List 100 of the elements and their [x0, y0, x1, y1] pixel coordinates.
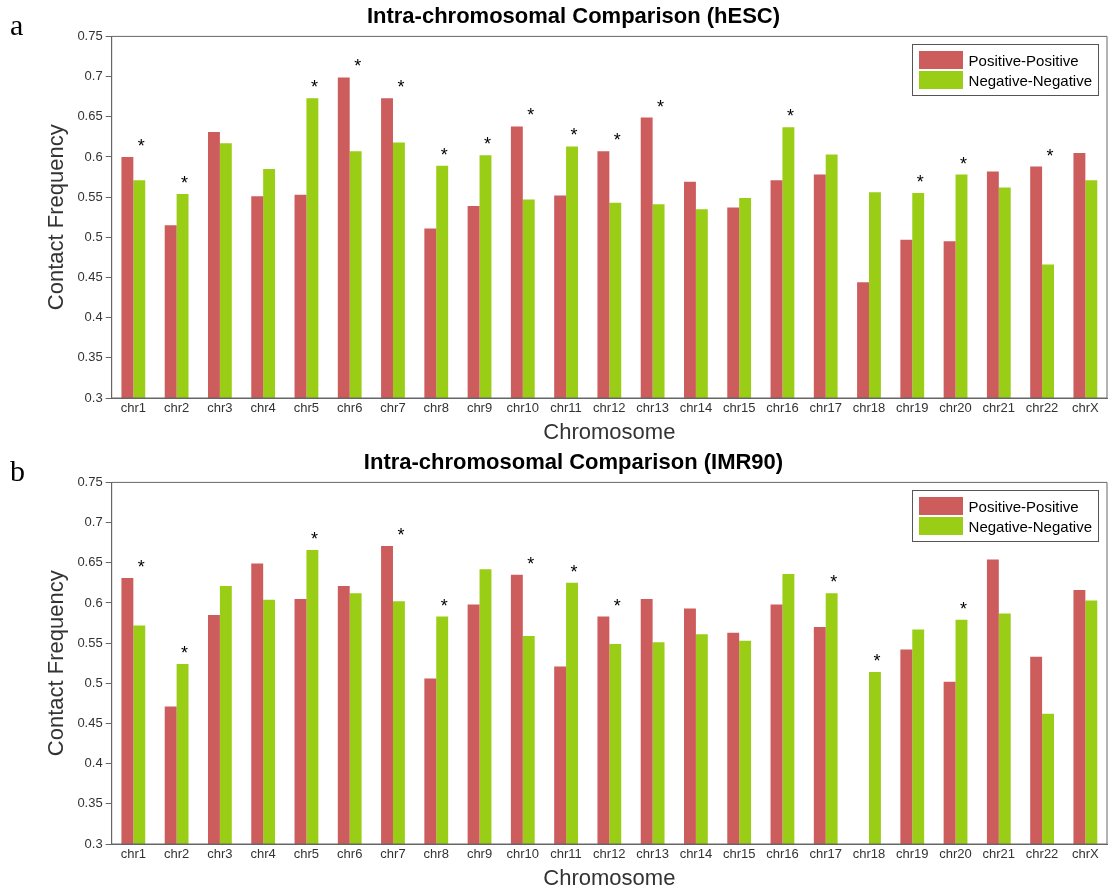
x-tick-label: chr20 [939, 846, 972, 862]
y-tick-label: 0.5 [84, 674, 103, 690]
x-tick-label: chr13 [636, 400, 669, 416]
x-tick-label: chr5 [293, 846, 320, 862]
annotation: * [354, 56, 362, 77]
x-tick-label: chr18 [852, 846, 886, 862]
x-tick-label: chr14 [679, 400, 713, 416]
x-tick-label: chr22 [1025, 400, 1059, 416]
annotation: * [310, 77, 318, 98]
x-tick-label: chr4 [250, 400, 276, 416]
x-tick-label: chr9 [466, 400, 493, 416]
annotation: * [137, 135, 145, 156]
x-tick-label: chr19 [896, 400, 929, 416]
y-tick-label: 0.65 [77, 554, 103, 570]
x-tick-label: chr7 [380, 846, 406, 862]
y-tick-label: 0.45 [77, 269, 103, 285]
x-tick-label: chr1 [120, 846, 146, 862]
x-tick-label: chr12 [593, 846, 626, 862]
y-tick-label: 0.35 [77, 349, 103, 365]
legend-label: Negative-Negative [968, 517, 1092, 535]
annotation: * [397, 524, 405, 545]
x-tick-label: chr2 [163, 400, 190, 416]
x-tick-label: chr2 [163, 846, 190, 862]
annotation: * [570, 561, 578, 582]
annotation: * [873, 651, 881, 672]
y-tick-label: 0.3 [84, 835, 103, 851]
annotation: * [484, 134, 492, 155]
y-tick-label: 0.55 [77, 634, 103, 650]
y-axis-title: Contact Frequency [43, 570, 69, 757]
y-tick-label: 0.45 [77, 715, 103, 731]
y-tick-label: 0.3 [84, 389, 103, 405]
annotation: * [960, 598, 968, 619]
legend-label: Negative-Negative [968, 71, 1092, 89]
y-tick-label: 0.75 [77, 27, 103, 43]
annotation: * [527, 553, 535, 574]
x-tick-label: chr1 [120, 400, 146, 416]
annotation: * [137, 557, 145, 578]
annotation: * [570, 125, 578, 146]
x-tick-label: chr8 [423, 400, 449, 416]
x-tick-label: chr18 [852, 400, 886, 416]
x-tick-label: chr10 [506, 846, 540, 862]
x-tick-label: chr15 [722, 400, 756, 416]
text: b [10, 454, 25, 488]
annotation: * [830, 572, 838, 593]
x-tick-label: chr6 [337, 400, 363, 416]
y-tick-label: 0.5 [84, 228, 103, 244]
y-tick-label: 0.6 [84, 594, 103, 610]
x-tick-label: chr21 [982, 400, 1016, 416]
y-tick-label: 0.7 [84, 514, 103, 530]
y-tick-label: 0.55 [77, 188, 103, 204]
text: a [10, 8, 24, 42]
x-axis-title: Chromosome [543, 418, 676, 444]
x-tick-label: chr15 [722, 846, 756, 862]
x-tick-label: chr12 [593, 400, 626, 416]
annotation: * [613, 130, 621, 151]
legend-label: Positive-Positive [968, 497, 1079, 515]
x-tick-label: chr3 [207, 400, 233, 416]
x-tick-label: chr5 [293, 400, 320, 416]
annotation: * [1046, 145, 1054, 166]
annotation: * [786, 106, 794, 127]
legend-label: Positive-Positive [968, 51, 1079, 69]
x-tick-label: chr10 [506, 400, 540, 416]
chart-title: Intra-chromosomal Comparison (hESC) [366, 3, 781, 29]
chart-title: Intra-chromosomal Comparison (IMR90) [363, 449, 784, 475]
x-tick-label: chrX [1072, 400, 1100, 416]
annotation: * [960, 153, 968, 174]
annotation: * [181, 172, 189, 193]
x-axis-title: Chromosome [543, 864, 676, 890]
x-tick-label: chr19 [896, 846, 929, 862]
annotation: * [613, 595, 621, 616]
x-tick-label: chr14 [679, 846, 713, 862]
annotation: * [527, 105, 535, 126]
y-tick-label: 0.7 [84, 68, 103, 84]
annotation: * [440, 595, 448, 616]
x-tick-label: chrX [1072, 846, 1100, 862]
x-tick-label: chr13 [636, 846, 669, 862]
x-tick-label: chr17 [809, 400, 842, 416]
x-tick-label: chr16 [766, 846, 799, 862]
annotation: * [657, 96, 665, 117]
x-tick-label: chr21 [982, 846, 1016, 862]
x-tick-label: chr9 [466, 846, 493, 862]
x-tick-label: chr6 [337, 846, 363, 862]
annotation: * [397, 77, 405, 98]
annotation: * [310, 528, 318, 549]
x-tick-label: chr17 [809, 846, 842, 862]
y-tick-label: 0.4 [84, 755, 103, 771]
y-axis-title: Contact Frequency [43, 124, 69, 311]
x-tick-label: chr20 [939, 400, 972, 416]
y-tick-label: 0.75 [77, 473, 103, 489]
annotation: * [181, 643, 189, 663]
y-tick-label: 0.35 [77, 795, 103, 811]
annotation: * [916, 172, 924, 193]
x-tick-label: chr3 [207, 846, 233, 862]
y-tick-label: 0.6 [84, 148, 103, 164]
y-tick-label: 0.65 [77, 108, 103, 124]
annotation: * [440, 144, 448, 165]
x-tick-label: chr11 [550, 400, 582, 416]
x-tick-label: chr4 [250, 846, 276, 862]
x-tick-label: chr11 [550, 846, 582, 862]
x-tick-label: chr16 [766, 400, 799, 416]
